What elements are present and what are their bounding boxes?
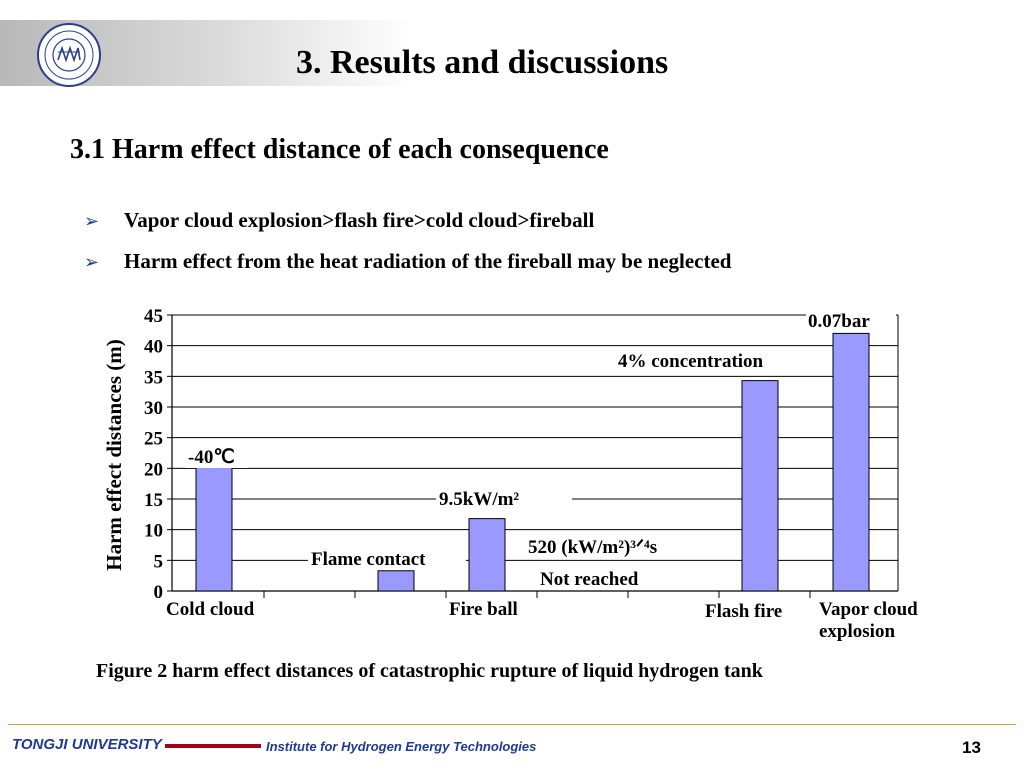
footer-institute: Institute for Hydrogen Energy Technologi…	[266, 739, 537, 754]
annotation-fire-ball-dose: 520 (kW/m²)³ᐟ⁴s	[528, 537, 657, 558]
slide-title: 3. Results and discussions	[296, 44, 669, 81]
x-category-label: Cold cloud	[166, 599, 255, 620]
bar	[195, 461, 233, 592]
bullet-item: ➢ Vapor cloud explosion>flash fire>cold c…	[84, 208, 594, 233]
annotation-flash-fire-backing	[614, 347, 818, 373]
annotation-fire-ball: 9.5kW/m²	[439, 489, 519, 510]
x-category-label: Fire ball	[449, 599, 518, 620]
y-tick-label: 10	[144, 521, 163, 542]
figure-caption: Figure 2 harm effect distances of catast…	[96, 660, 763, 682]
bar	[741, 380, 779, 592]
harm-distance-chart: 0 5 10 15 20 25 30 35 40 45 -40℃ Flame contact 9.5k…	[102, 306, 918, 642]
y-tick-label: 15	[144, 490, 163, 511]
tick-layer: 0 5 10 15 20 25 30 35 40 45	[144, 306, 163, 603]
footer-university: TONGJI UNIVERSITY	[12, 736, 162, 753]
annotation-cold-cloud-backing	[186, 444, 248, 468]
annotation-fire-contact-backing	[308, 546, 466, 570]
footer-divider	[8, 724, 1016, 725]
y-tick-label: 40	[144, 337, 163, 358]
tongji-university-seal-icon	[37, 23, 101, 87]
annotation-cold-cloud: -40℃	[188, 447, 235, 468]
y-tick-label: 30	[144, 398, 163, 419]
arrow-bullet-icon: ➢	[84, 252, 100, 273]
bullet-text: Vapor cloud explosion>flash fire>cold cl…	[124, 208, 595, 232]
x-category-label: Vapor cloud	[819, 599, 918, 620]
annotation-not-reached: Not reached	[540, 569, 639, 590]
annotation-not-reached-backing	[537, 566, 675, 590]
y-tick-label: 0	[154, 582, 164, 603]
annotation-flash-fire: 4% concentration	[618, 351, 764, 372]
y-tick-label: 25	[144, 429, 163, 450]
bar-layer	[195, 332, 870, 592]
x-category-label: Flash fire	[705, 601, 782, 622]
y-tick-label: 45	[144, 306, 163, 327]
x-category-label: explosion	[819, 621, 895, 642]
annotation-fire-ball-dose-backing	[525, 533, 701, 559]
footer-accent-bar	[165, 744, 261, 748]
page-number: 13	[962, 738, 981, 757]
y-tick-label: 5	[154, 551, 164, 572]
annotation-vapor-cloud: 0.07bar	[808, 311, 870, 332]
annotation-fire-ball-backing	[436, 486, 572, 512]
annotation-vapor-cloud-backing	[806, 308, 896, 332]
y-axis-title: Harm effect distances (m)	[102, 339, 126, 571]
section-title: 3.1 Harm effect distance of each consequ…	[70, 134, 609, 165]
bar	[468, 518, 506, 592]
bar	[832, 332, 870, 592]
bullet-item: ➢ Harm effect from the heat radiation of …	[84, 249, 731, 274]
label-layer: -40℃ Flame contact 9.5kW/m² 520 (kW/m²)³ᐟ⁴s…	[102, 308, 918, 642]
annotation-fire-contact: Flame contact	[311, 549, 426, 570]
y-tick-label: 20	[144, 459, 163, 480]
y-tick-label: 35	[144, 367, 163, 388]
bullet-text: Harm effect from the heat radiation of t…	[124, 249, 732, 273]
arrow-bullet-icon: ➢	[84, 211, 100, 232]
bar	[377, 570, 415, 592]
